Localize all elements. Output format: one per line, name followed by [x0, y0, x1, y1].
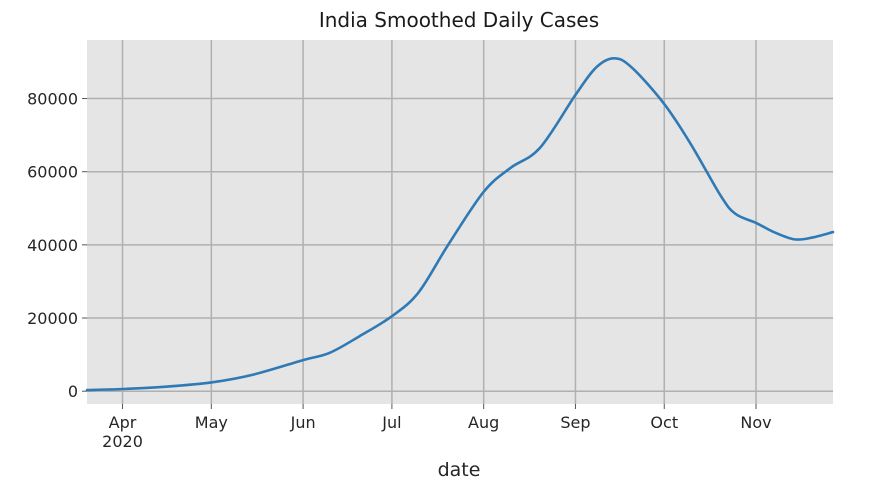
- y-axis: 0 20000 40000 60000 80000: [27, 90, 87, 401]
- x-tick-label: Nov: [740, 413, 771, 432]
- y-tick-label: 40000: [27, 236, 78, 255]
- plot-area: [87, 40, 833, 404]
- x-tick-label: Oct: [650, 413, 678, 432]
- x-tick-label: May: [195, 413, 228, 432]
- x-tick-sublabel: 2020: [102, 432, 143, 451]
- y-tick-label: 0: [68, 382, 78, 401]
- chart-title: India Smoothed Daily Cases: [319, 8, 599, 32]
- x-axis-label: date: [438, 459, 481, 481]
- series-group: [85, 56, 835, 392]
- x-tick-label: Jul: [381, 413, 401, 432]
- x-tick-label: Sep: [560, 413, 590, 432]
- x-tick-label: Jun: [290, 413, 316, 432]
- y-tick-label: 80000: [27, 90, 78, 109]
- x-tick-label: Aug: [468, 413, 499, 432]
- y-tick-label: 60000: [27, 163, 78, 182]
- x-tick-label: Apr: [109, 413, 137, 432]
- y-tick-label: 20000: [27, 309, 78, 328]
- series-line: [85, 56, 835, 392]
